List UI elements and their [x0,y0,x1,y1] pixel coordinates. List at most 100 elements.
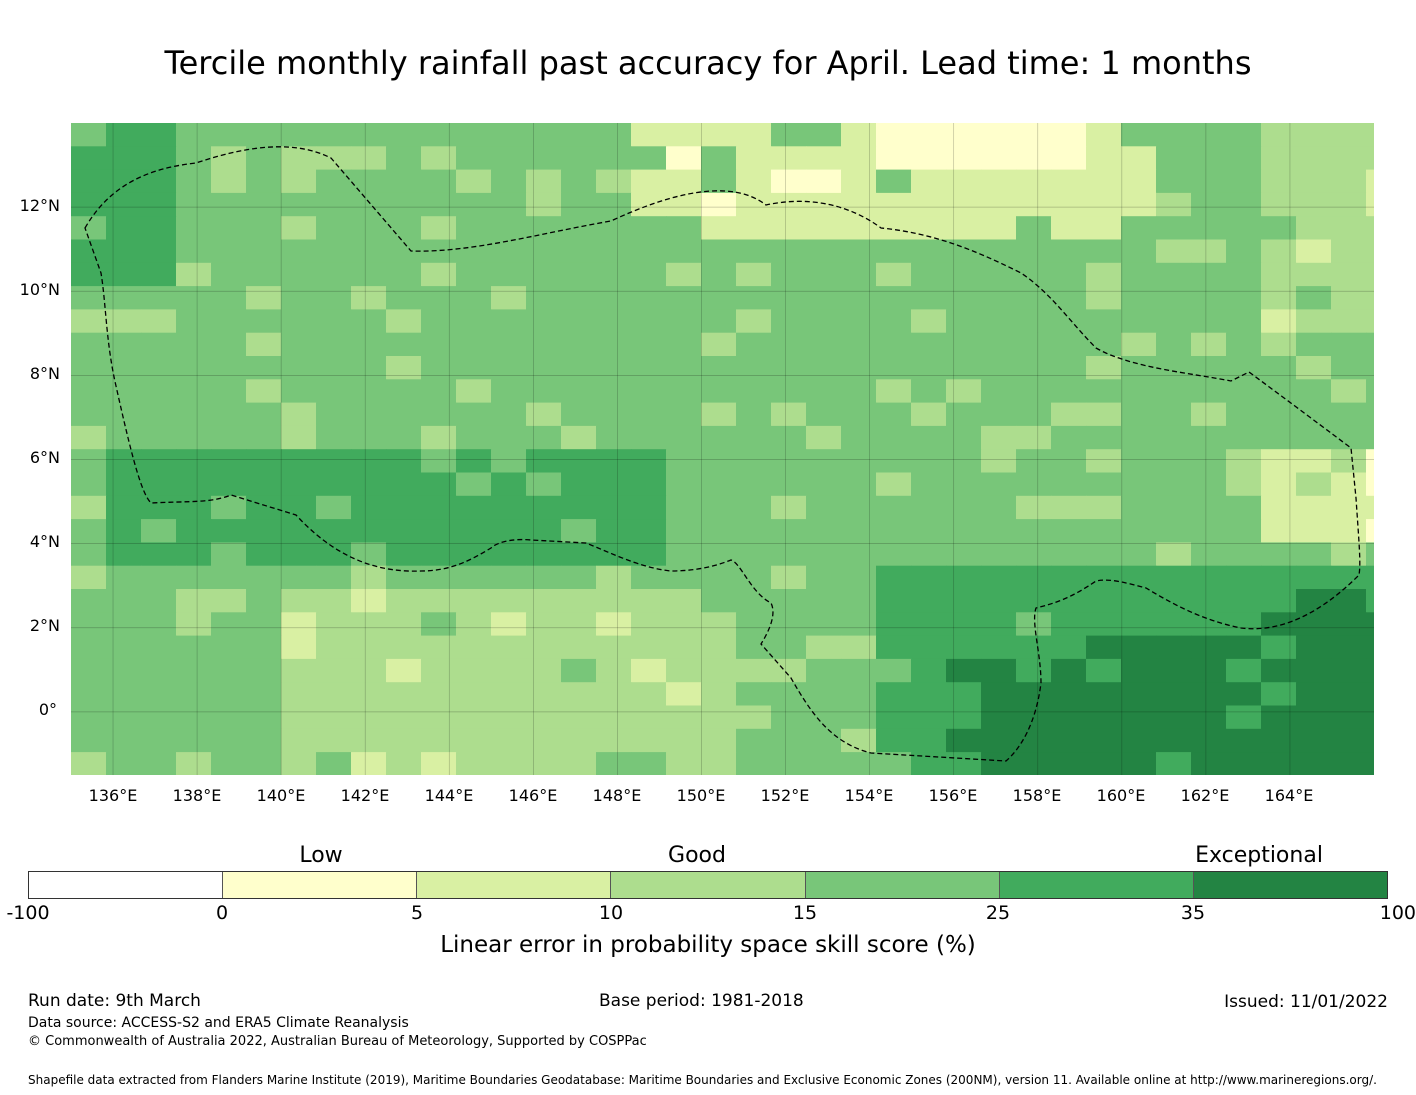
skill-cell [246,123,282,147]
skill-cell [561,216,597,240]
skill-cell [1331,495,1367,520]
skill-cell [491,565,527,590]
skill-cell [1191,402,1227,427]
skill-cell [141,402,177,427]
skill-cell [946,192,982,217]
skill-cell [701,216,737,240]
skill-cell [421,425,457,450]
skill-cell [1051,332,1087,357]
skill-cell [71,123,107,147]
skill-cell [526,216,562,240]
skill-cell [806,565,842,590]
skill-cell [771,449,807,473]
skill-cell [946,169,982,194]
skill-cell [666,542,702,567]
skill-cell [106,192,142,217]
skill-cell [1086,425,1122,450]
skill-cell [1226,519,1262,543]
skill-cell [141,239,177,264]
skill-cell [71,332,107,357]
skill-cell [561,169,597,194]
skill-cell [491,728,527,753]
skill-cell [666,658,702,683]
skill-cell [526,402,562,427]
skill-cell [1191,169,1227,194]
skill-cell [1296,123,1332,147]
skill-cell [701,472,737,497]
skill-cell [771,542,807,567]
skill-cell [71,519,107,543]
skill-cell [456,216,492,240]
skill-cell [316,146,352,171]
skill-cell [386,123,422,147]
skill-cell [701,379,737,404]
skill-cell [631,705,667,730]
skill-cell [211,356,247,380]
skill-cell [1086,379,1122,404]
skill-cell [1261,589,1297,613]
colorbar-segment [223,872,418,898]
skill-cell [1366,169,1374,194]
skill-cell [981,449,1017,473]
skill-cell [71,728,107,753]
skill-cell [1296,146,1332,171]
skill-cell [1051,589,1087,613]
skill-cell [1086,519,1122,543]
skill-cell [1261,262,1297,287]
skill-cell [351,123,387,147]
skill-cell [211,635,247,660]
skill-cell [386,635,422,660]
skill-cell [211,682,247,706]
skill-cell [771,402,807,427]
skill-cell [176,728,212,753]
skill-cell [1086,495,1122,520]
skill-cell [1261,239,1297,264]
skill-cell [561,309,597,334]
skill-cell [316,682,352,706]
skill-cell [106,752,142,775]
skill-cell [281,705,317,730]
skill-cell [246,169,282,194]
skill-cell [1051,356,1087,380]
skill-cell [911,612,947,637]
skill-cell [841,169,877,194]
skill-cell [631,332,667,357]
skill-cell [351,519,387,543]
skill-cell [561,449,597,473]
skill-cell [1331,658,1367,683]
skill-cell [841,472,877,497]
skill-cell [386,425,422,450]
skill-cell [141,705,177,730]
skill-cell [316,705,352,730]
skill-cell [421,192,457,217]
skill-cell [141,356,177,380]
skill-cell [1226,542,1262,567]
skill-cell [316,425,352,450]
skill-cell [246,682,282,706]
skill-cell [71,262,107,287]
skill-cell [1226,589,1262,613]
skill-cell [1331,565,1367,590]
skill-cell [1121,635,1157,660]
colorbar-label: Linear error in probability space skill … [440,932,976,958]
skill-cell [1156,472,1192,497]
skill-cell [281,216,317,240]
skill-cell [211,472,247,497]
skill-cell [421,635,457,660]
skill-cell [876,752,912,775]
skill-cell [701,612,737,637]
skill-cell [631,123,667,147]
skill-cell [1261,519,1297,543]
skill-cell [421,565,457,590]
skill-cell [491,612,527,637]
skill-cell [1366,542,1374,567]
skill-cell [421,402,457,427]
skill-cell [561,402,597,427]
lon-tick-144e: 144°E [424,786,474,805]
skill-cell [106,542,142,567]
skill-cell [1051,565,1087,590]
skill-cell [456,402,492,427]
skill-cell [456,542,492,567]
skill-cell [1261,449,1297,473]
skill-cell [596,169,632,194]
